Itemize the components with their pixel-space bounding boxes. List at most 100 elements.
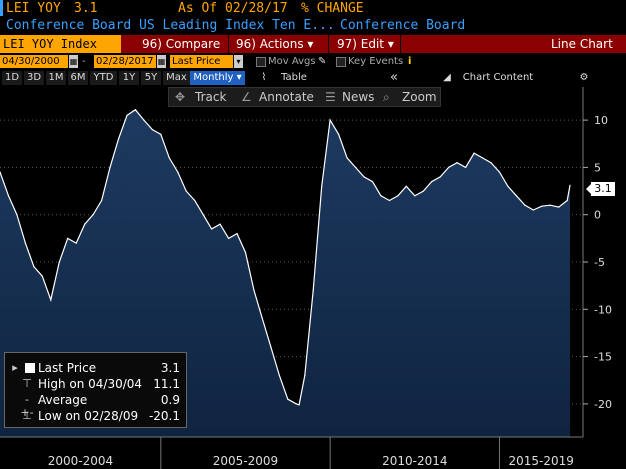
data-point [84, 223, 86, 225]
x-tick-label: 2005-2009 [213, 454, 278, 468]
data-point [354, 166, 357, 169]
legend-high-label: High on 04/30/04 [38, 377, 143, 391]
legend-checkbox-icon[interactable]: ▸ [12, 361, 18, 374]
data-point [397, 195, 399, 197]
period-button-3d[interactable]: 3D [24, 71, 44, 85]
high-marker-icon: ⊤ [22, 377, 32, 390]
chart-toolbar: ✥ Track ∠ Annotate ☰ News ⌕ Zoom [168, 87, 441, 107]
y-tick-label: 5 [594, 161, 601, 174]
zoom-magnifier-icon[interactable]: ⌕ [383, 90, 390, 104]
period-button-1y[interactable]: 1Y [119, 71, 139, 85]
data-point [549, 204, 551, 206]
last-price-swatch-icon [25, 363, 35, 373]
price-field-select[interactable]: Last Price [170, 55, 233, 68]
start-date-input[interactable]: 04/30/2000 [0, 55, 68, 68]
collapse-button[interactable]: « [383, 71, 405, 85]
x-tick-label: 2010-2014 [382, 454, 447, 468]
period-button-6m[interactable]: 6M [68, 71, 88, 85]
period-button-ytd[interactable]: YTD [90, 71, 117, 85]
actions-button[interactable]: 96) Actions ▾ [236, 37, 314, 51]
data-point [490, 162, 492, 164]
data-point [278, 374, 280, 377]
period-button-1m[interactable]: 1M [46, 71, 66, 85]
compare-button[interactable]: 96) Compare [142, 37, 221, 51]
y-tick-label: 10 [594, 114, 608, 127]
data-point [7, 195, 10, 197]
data-point [298, 404, 300, 406]
data-point [464, 166, 467, 169]
data-point [236, 233, 238, 235]
data-point [253, 289, 255, 291]
data-point [219, 223, 221, 225]
series-line [0, 108, 571, 406]
data-point [151, 128, 153, 131]
legend-low: ⊥ Low on 02/28/09 -20.1 [5, 408, 186, 424]
annotate-button[interactable]: Annotate [259, 90, 314, 104]
chart-content-icon: ◢ [440, 71, 454, 85]
info-icon[interactable]: i [408, 56, 412, 67]
unit-label: % CHANGE [301, 1, 364, 16]
data-point [380, 195, 382, 197]
x-tick-label: 2015-2019 [509, 454, 574, 468]
data-point [41, 275, 43, 277]
key-events-label: Key Events [348, 56, 404, 67]
header-row-1: LEI YOY 3.1 As Of 02/28/17 % CHANGE [0, 0, 626, 17]
data-point [160, 133, 162, 135]
low-marker-icon: ⊥ [22, 409, 32, 422]
dropdown-arrow-icon[interactable]: ▾ [234, 55, 243, 68]
calendar-icon[interactable]: ▦ [69, 55, 78, 68]
security-field[interactable]: LEI YOY Index [0, 35, 121, 53]
period-button-max[interactable]: Max [163, 71, 190, 85]
data-point [541, 205, 543, 207]
y-axis: 10 5 0 -5 -10 -15 -20 [583, 114, 612, 411]
data-point [109, 166, 111, 169]
news-icon[interactable]: ☰ [325, 90, 336, 104]
data-point [58, 261, 60, 263]
header-marker [0, 0, 3, 16]
legend-high: ⊤ High on 04/30/04 11.1 [5, 376, 186, 392]
data-point [143, 119, 145, 121]
data-point [371, 180, 374, 183]
y-tick-label: 0 [594, 209, 601, 222]
mov-avgs-checkbox[interactable] [256, 57, 266, 67]
table-button[interactable]: Table [280, 71, 308, 85]
zoom-button[interactable]: Zoom [402, 90, 437, 104]
calendar-icon[interactable]: ▦ [157, 55, 166, 68]
edit-button[interactable]: 97) Edit ▾ [337, 37, 394, 51]
series-points [0, 109, 571, 406]
security-description: Conference Board US Leading Index Ten E.… [6, 18, 335, 33]
chart-content-button[interactable]: Chart Content [458, 71, 538, 85]
data-point [75, 242, 77, 244]
chart-type-button[interactable]: Line Chart [551, 37, 613, 51]
y-tick-label: -20 [594, 398, 612, 411]
last-price-tag: 3.1 [586, 182, 615, 196]
data-point [50, 299, 52, 301]
data-point [498, 171, 501, 173]
x-tick-label: 2000-2004 [48, 454, 113, 468]
data-point [261, 318, 264, 320]
news-button[interactable]: News [342, 90, 375, 104]
line-chart-icon[interactable]: ⌇ [254, 71, 274, 85]
frequency-select[interactable]: Monthly ▾ [190, 71, 245, 85]
x-axis: 2000-2004 2005-2009 2010-2014 2015-2019 [48, 437, 574, 469]
annotate-pen-icon[interactable]: ∠ [241, 90, 252, 104]
key-events-checkbox[interactable] [336, 57, 346, 67]
data-point [346, 157, 348, 159]
settings-gear-icon[interactable]: ⚙ [575, 71, 593, 85]
data-point [566, 199, 568, 202]
average-marker-icon: -+- [20, 393, 34, 419]
data-point [507, 185, 509, 187]
data-point [194, 199, 196, 202]
data-point [202, 214, 204, 216]
crosshair-icon[interactable]: ✥ [175, 90, 186, 104]
period-bar: 1D 3D 1M 6M YTD 1Y 5Y Max Monthly ▾ ⌇ Table « ◢… [0, 70, 626, 86]
as-of-date[interactable]: 02/28/17 [225, 1, 288, 16]
data-point [422, 190, 424, 192]
period-button-5y[interactable]: 5Y [141, 71, 161, 85]
period-button-1d[interactable]: 1D [2, 71, 22, 85]
y-tick-label: -10 [594, 303, 612, 316]
data-point [177, 171, 179, 173]
pencil-icon[interactable]: ✎ [318, 56, 327, 67]
track-button[interactable]: Track [195, 90, 227, 104]
end-date-input[interactable]: 02/28/2017 [94, 55, 156, 68]
